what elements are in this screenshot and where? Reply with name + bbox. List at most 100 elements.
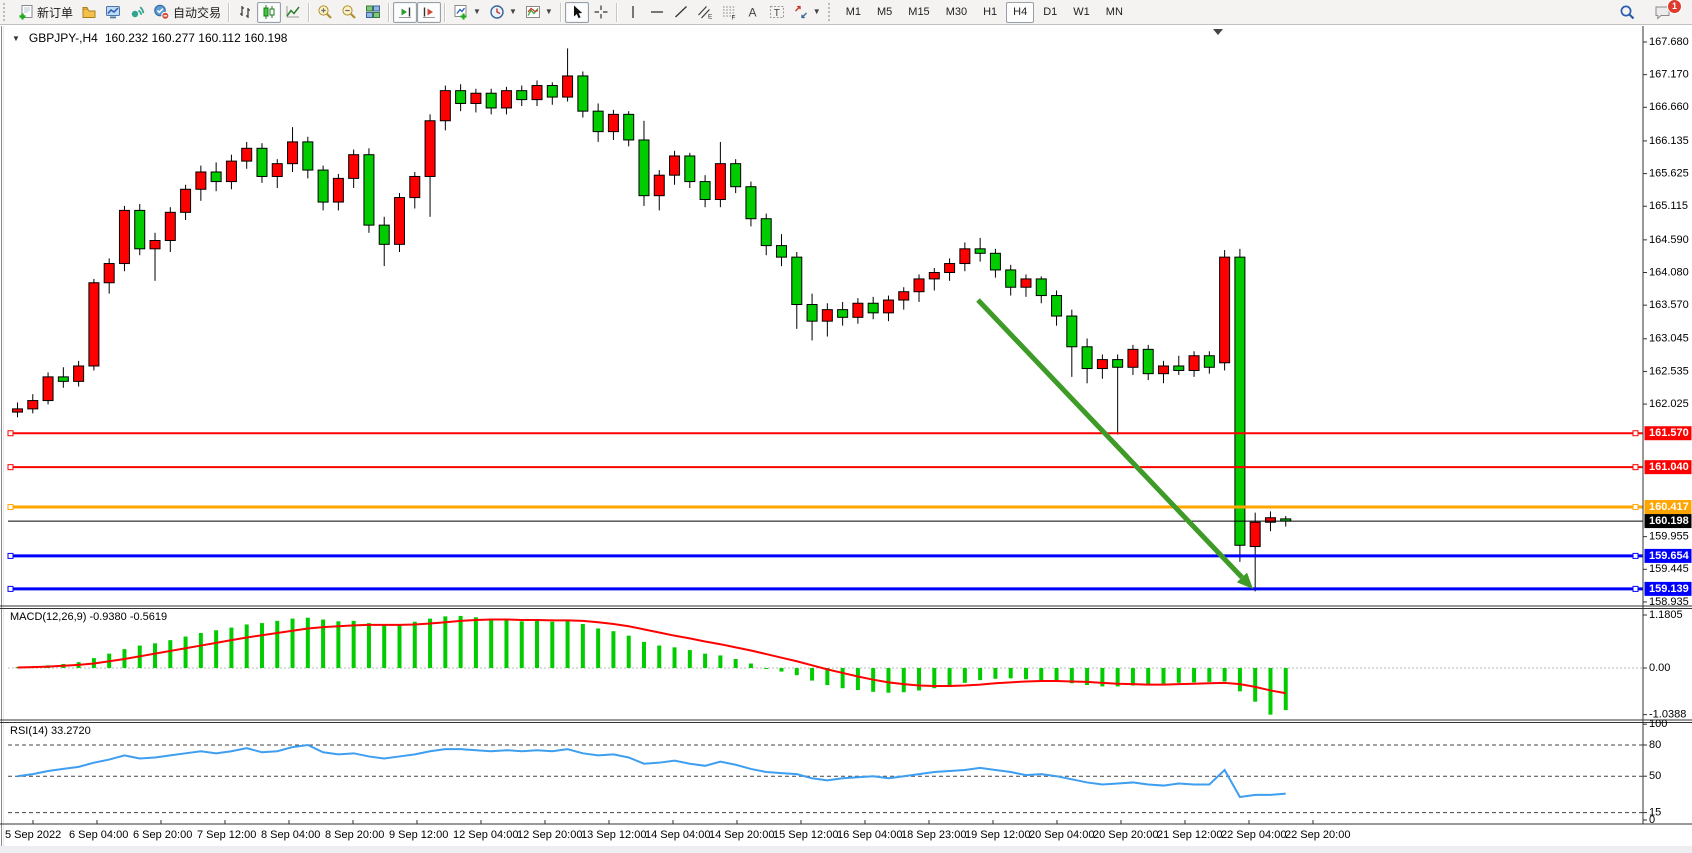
candle-bear bbox=[1112, 359, 1124, 368]
macd-histogram-bar bbox=[504, 619, 509, 668]
time-axis-label: 20 Sep 04:00 bbox=[1029, 829, 1094, 841]
macd-histogram-bar bbox=[1176, 668, 1181, 683]
tile-windows-button[interactable] bbox=[361, 2, 385, 23]
candle-bear bbox=[730, 163, 742, 188]
timeframe-button-m15[interactable]: M15 bbox=[908, 6, 930, 18]
channel-icon: E bbox=[697, 6, 713, 21]
trend-arrow-annotation[interactable] bbox=[976, 298, 1244, 580]
auto-scroll-icon bbox=[399, 7, 412, 18]
chart-shift-button[interactable] bbox=[417, 1, 442, 23]
chart-shift-marker-icon[interactable] bbox=[1213, 29, 1223, 35]
line-handle[interactable] bbox=[1632, 430, 1639, 437]
macd-histogram-bar bbox=[1008, 668, 1013, 679]
bar-chart-button[interactable] bbox=[233, 2, 257, 23]
candle-bull bbox=[1158, 365, 1169, 375]
zoom-in-button[interactable] bbox=[313, 2, 337, 23]
periods-button[interactable]: ▼ bbox=[485, 2, 521, 23]
candle-bear bbox=[546, 85, 558, 98]
candle-bear bbox=[592, 110, 604, 133]
crosshair-button[interactable] bbox=[589, 2, 613, 23]
timeframe-button-h1[interactable]: H1 bbox=[983, 6, 998, 18]
macd-histogram-bar bbox=[382, 624, 387, 668]
candle-bear bbox=[1005, 269, 1017, 288]
svg-text:F: F bbox=[731, 15, 735, 21]
macd-histogram-bar bbox=[366, 623, 371, 668]
price-label-box bbox=[1644, 548, 1692, 563]
timeframe-button-d1[interactable]: D1 bbox=[1043, 6, 1058, 18]
candle-bear bbox=[1173, 365, 1185, 371]
candle-bear bbox=[1203, 355, 1215, 368]
rsi-line bbox=[17, 743, 1286, 799]
line-handle[interactable] bbox=[7, 552, 14, 559]
signals-button[interactable] bbox=[125, 2, 149, 23]
trendline-button[interactable] bbox=[669, 2, 693, 23]
toolbar-grip[interactable] bbox=[827, 3, 835, 21]
channel-button[interactable]: E bbox=[693, 2, 717, 23]
line-handle[interactable] bbox=[1632, 585, 1639, 592]
price-axis-tick-label: 159.445 bbox=[1649, 563, 1689, 575]
chart-menu-caret-icon[interactable]: ▼ bbox=[12, 33, 20, 43]
candlestick-chart-icon bbox=[263, 5, 275, 19]
price-label-text: 159.654 bbox=[1649, 550, 1690, 562]
market-watch-button[interactable] bbox=[101, 2, 125, 23]
line-handle[interactable] bbox=[7, 430, 14, 437]
zoom-out-button[interactable] bbox=[337, 2, 361, 23]
price-label-text: 161.040 bbox=[1649, 461, 1689, 473]
macd-histogram-bar bbox=[1237, 668, 1242, 692]
text-label-button[interactable]: T bbox=[765, 2, 789, 23]
cursor-button[interactable] bbox=[564, 1, 589, 23]
timeframe-button-m5[interactable]: M5 bbox=[877, 6, 893, 18]
candle-bull bbox=[607, 113, 619, 133]
timeframe-button-w1[interactable]: W1 bbox=[1073, 6, 1090, 18]
macd-histogram-bar bbox=[1054, 668, 1059, 682]
arrows-button[interactable]: ▼ bbox=[789, 2, 825, 23]
horizontal-line-button[interactable] bbox=[645, 2, 669, 23]
macd-histogram-bar bbox=[1023, 668, 1028, 680]
notifications-button[interactable]: 1 bbox=[1650, 0, 1682, 23]
market-watch-icon bbox=[106, 6, 121, 19]
timeframe-button-mn[interactable]: MN bbox=[1105, 6, 1123, 18]
vertical-line-button[interactable] bbox=[621, 2, 645, 23]
timeframe-button-h4[interactable]: H4 bbox=[1006, 1, 1035, 23]
auto-scroll-button[interactable] bbox=[393, 1, 418, 23]
line-handle[interactable] bbox=[1632, 504, 1639, 511]
fibonacci-button[interactable]: F bbox=[717, 2, 741, 23]
timeframe-button-m30[interactable]: M30 bbox=[945, 6, 968, 18]
timeframe-button-m1[interactable]: M1 bbox=[845, 6, 861, 18]
trendline-icon bbox=[674, 6, 687, 18]
autotrading-button[interactable]: 自动交易 bbox=[149, 2, 225, 23]
new-order-button[interactable]: 新订单 bbox=[14, 2, 77, 23]
price-axis-tick-label: 164.590 bbox=[1649, 234, 1689, 246]
candlestick-chart-button[interactable] bbox=[257, 1, 282, 23]
time-axis-label: 21 Sep 12:00 bbox=[1157, 829, 1222, 841]
candle-bull bbox=[149, 239, 161, 250]
line-handle[interactable] bbox=[7, 464, 14, 471]
candle-bear bbox=[989, 252, 1001, 271]
price-label-box bbox=[1644, 581, 1692, 596]
chart-window[interactable]: 161.570 161.040 160.417 160.198 159.654 159.1… bbox=[0, 26, 1692, 853]
text-button[interactable]: A bbox=[741, 2, 765, 23]
templates-button[interactable]: ▼ bbox=[521, 2, 557, 23]
macd-histogram-bar bbox=[550, 621, 555, 668]
search-button[interactable] bbox=[1615, 2, 1640, 23]
macd-histogram-bar bbox=[1069, 668, 1074, 684]
macd-histogram-bar bbox=[565, 620, 570, 668]
chart-title: ▼ GBPJPY-,H4 160.232 160.277 160.112 160… bbox=[12, 31, 287, 45]
indicators-button[interactable]: ▼ bbox=[449, 2, 485, 23]
chart-canvas[interactable]: 161.570 161.040 160.417 160.198 159.654 159.1… bbox=[0, 26, 1692, 853]
candle-bull bbox=[898, 291, 910, 301]
line-handle[interactable] bbox=[7, 504, 14, 511]
svg-text:E: E bbox=[708, 14, 713, 21]
toolbar-grip[interactable] bbox=[3, 3, 10, 21]
line-handle[interactable] bbox=[1632, 464, 1639, 471]
macd-histogram-bar bbox=[947, 668, 952, 686]
line-handle[interactable] bbox=[7, 585, 14, 592]
candle-bear bbox=[1066, 315, 1078, 348]
candle-bull bbox=[959, 248, 971, 265]
bar-chart-icon bbox=[240, 6, 251, 18]
macd-histogram-bar bbox=[1039, 668, 1044, 681]
line-handle[interactable] bbox=[1632, 552, 1639, 559]
chart-profiles-button[interactable] bbox=[77, 2, 101, 23]
line-chart-button[interactable] bbox=[281, 2, 305, 23]
